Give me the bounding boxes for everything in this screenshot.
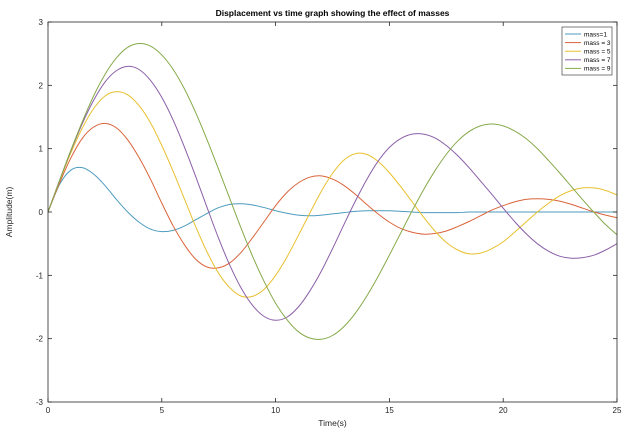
y-tick-label: 2 — [39, 81, 44, 90]
legend-label-5: mass = 9 — [584, 66, 611, 73]
y-tick-label: 0 — [39, 208, 44, 217]
series-layer — [48, 43, 617, 340]
legend-label-1: mass=1 — [584, 31, 607, 38]
axes: 0 5 10 15 20 25 -3 -2 -1 0 1 2 3 — [36, 18, 622, 415]
chart-title: Displacement vs time graph showing the e… — [216, 8, 450, 18]
x-tick-label: 15 — [385, 406, 394, 415]
y-tick-label: -1 — [36, 271, 44, 280]
series-line-4 — [48, 65, 617, 321]
x-tick-label: 5 — [160, 406, 165, 415]
y-tick-label: 3 — [39, 18, 44, 27]
legend-label-3: mass = 5 — [584, 49, 611, 56]
legend-label-4: mass = 7 — [584, 57, 611, 64]
x-tick-label: 20 — [499, 406, 508, 415]
x-tick-label: 0 — [46, 406, 51, 415]
series-line-2 — [48, 122, 617, 269]
y-tick-label: 1 — [39, 145, 44, 154]
x-axis-title: Time(s) — [318, 418, 347, 428]
legend-label-2: mass = 3 — [584, 40, 611, 47]
y-tick-label: -2 — [36, 335, 44, 344]
series-line-1 — [48, 166, 617, 233]
series-line-3 — [48, 91, 617, 298]
y-axis-title: Amplitude(m) — [4, 187, 14, 238]
series-line-5 — [48, 43, 617, 340]
x-tick-label: 25 — [613, 406, 622, 415]
x-tick-label: 10 — [271, 406, 280, 415]
y-tick-label: -3 — [36, 398, 44, 407]
